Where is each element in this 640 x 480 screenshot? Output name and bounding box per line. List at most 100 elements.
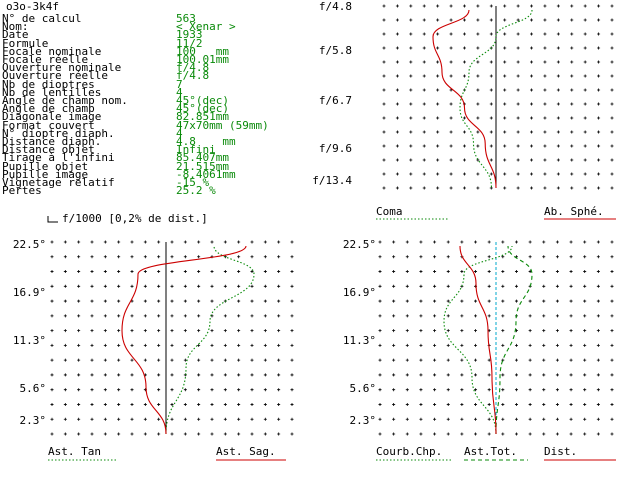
grid-mark (405, 270, 409, 274)
grid-mark (516, 88, 520, 92)
grid-mark (157, 402, 161, 406)
grid-mark (503, 158, 507, 162)
grid-mark (378, 432, 382, 436)
spec-value: -8.4061mm (176, 167, 236, 181)
spec-value: 100.01mm (176, 53, 229, 66)
grid-mark (263, 284, 267, 288)
grid-mark (90, 417, 94, 421)
spec-value: 7 (176, 77, 183, 91)
grid-mark (237, 432, 241, 436)
grid-mark (487, 358, 491, 362)
grid-mark (277, 314, 281, 318)
grid-mark (597, 144, 601, 148)
grid-mark (542, 373, 546, 377)
grid-mark (610, 373, 614, 377)
grid-mark (117, 299, 121, 303)
tick-label: 22.5° (13, 238, 46, 251)
grid-mark (103, 417, 107, 421)
grid-mark (462, 186, 466, 190)
grid-mark (583, 144, 587, 148)
grid-mark (117, 240, 121, 244)
grid-mark (596, 299, 600, 303)
grid-mark (476, 88, 480, 92)
grid-mark (530, 102, 534, 106)
grid-mark (50, 373, 54, 377)
grid-mark (130, 358, 134, 362)
grid-mark (460, 240, 464, 244)
grid-mark (392, 388, 396, 392)
grid-mark (117, 432, 121, 436)
grid-mark (542, 432, 546, 436)
grid-mark (487, 270, 491, 274)
series-curve (443, 245, 513, 435)
grid-mark (277, 255, 281, 259)
grid-mark (50, 388, 54, 392)
grid-mark (597, 88, 601, 92)
grid-mark (446, 417, 450, 421)
grid-mark (197, 329, 201, 333)
grid-mark (197, 284, 201, 288)
grid-mark (197, 240, 201, 244)
spec-value: -15 % (176, 176, 210, 189)
grid-mark (117, 284, 121, 288)
grid-mark (90, 284, 94, 288)
series-curve (495, 245, 533, 435)
grid-mark (433, 402, 437, 406)
spec-label: Pupille objet (2, 159, 89, 173)
grid-mark (436, 186, 440, 190)
grid-mark (63, 343, 67, 347)
grid-mark (130, 343, 134, 347)
grid-mark (528, 388, 532, 392)
grid-mark (290, 284, 294, 288)
grid-mark (555, 270, 559, 274)
grid-mark (392, 329, 396, 333)
grid-mark (555, 388, 559, 392)
grid-mark (250, 432, 254, 436)
grid-mark (476, 46, 480, 50)
grid-mark (170, 417, 174, 421)
grid-mark (436, 102, 440, 106)
grid-mark (263, 417, 267, 421)
grid-mark (382, 116, 386, 120)
grid-mark (117, 343, 121, 347)
grid-mark (250, 255, 254, 259)
grid-mark (419, 388, 423, 392)
grid-mark (474, 373, 478, 377)
grid-mark (462, 74, 466, 78)
grid-mark (514, 373, 518, 377)
grid-mark (474, 299, 478, 303)
grid-mark (419, 373, 423, 377)
legend-courb-chp: Courb.Chp. (376, 445, 442, 458)
grid-mark (610, 417, 614, 421)
grid-mark (530, 4, 534, 8)
grid-mark (446, 270, 450, 274)
grid-mark (583, 343, 587, 347)
grid-mark (395, 4, 399, 8)
grid-mark (610, 32, 614, 36)
grid-mark (528, 329, 532, 333)
grid-mark (250, 417, 254, 421)
grid-mark (90, 432, 94, 436)
grid-mark (569, 329, 573, 333)
grid-mark (63, 402, 67, 406)
grid-mark (382, 172, 386, 176)
tick-label: 16.9° (13, 286, 46, 299)
grid-mark (422, 102, 426, 106)
grid-mark (570, 74, 574, 78)
grid-mark (446, 432, 450, 436)
grid-mark (197, 432, 201, 436)
grid-mark (210, 329, 214, 333)
grid-mark (382, 144, 386, 148)
grid-mark (395, 18, 399, 22)
grid-mark (157, 343, 161, 347)
grid-mark (610, 74, 614, 78)
grid-mark (405, 358, 409, 362)
grid-mark (610, 18, 614, 22)
grid-mark (436, 172, 440, 176)
grid-mark (610, 46, 614, 50)
grid-mark (610, 358, 614, 362)
grid-mark (223, 314, 227, 318)
grid-mark (130, 388, 134, 392)
grid-mark (419, 358, 423, 362)
grid-mark (77, 343, 81, 347)
